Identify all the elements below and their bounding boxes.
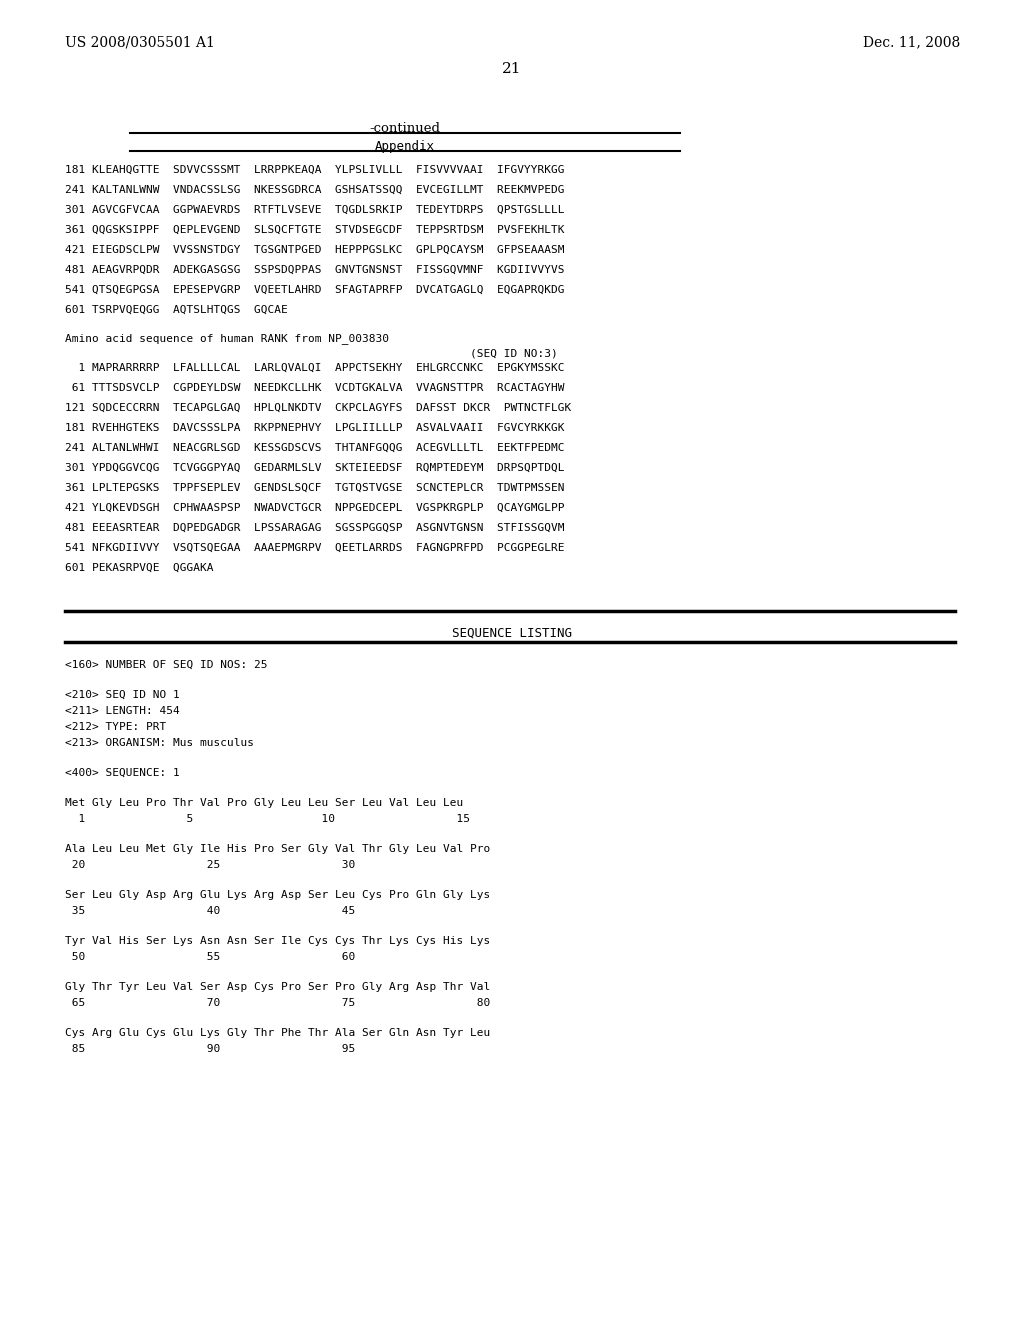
Text: 50                  55                  60: 50 55 60: [65, 952, 355, 962]
Text: 241 KALTANLWNW  VNDACSSLSG  NKESSGDRCA  GSHSATSSQQ  EVCEGILLMT  REEKMVPEDG: 241 KALTANLWNW VNDACSSLSG NKESSGDRCA GSH…: [65, 185, 564, 195]
Text: 1 MAPRARRRRP  LFALLLLCAL  LARLQVALQI  APPCTSEKHY  EHLGRCCNKC  EPGKYMSSKC: 1 MAPRARRRRP LFALLLLCAL LARLQVALQI APPCT…: [65, 363, 564, 374]
Text: 421 EIEGDSCLPW  VVSSNSTDGY  TGSGNTPGED  HEPPPGSLKC  GPLPQCAYSM  GFPSEAAASM: 421 EIEGDSCLPW VVSSNSTDGY TGSGNTPGED HEP…: [65, 246, 564, 255]
Text: <212> TYPE: PRT: <212> TYPE: PRT: [65, 722, 166, 733]
Text: Gly Thr Tyr Leu Val Ser Asp Cys Pro Ser Pro Gly Arg Asp Thr Val: Gly Thr Tyr Leu Val Ser Asp Cys Pro Ser …: [65, 982, 490, 993]
Text: 301 AGVCGFVCAA  GGPWAEVRDS  RTFTLVSEVE  TQGDLSRKIP  TEDEYTDRPS  QPSTGSLLLL: 301 AGVCGFVCAA GGPWAEVRDS RTFTLVSEVE TQG…: [65, 205, 564, 215]
Text: <160> NUMBER OF SEQ ID NOS: 25: <160> NUMBER OF SEQ ID NOS: 25: [65, 660, 267, 671]
Text: 601 TSRPVQEQGG  AQTSLHTQGS  GQCAE: 601 TSRPVQEQGG AQTSLHTQGS GQCAE: [65, 305, 288, 315]
Text: 20                  25                  30: 20 25 30: [65, 861, 355, 870]
Text: SEQUENCE LISTING: SEQUENCE LISTING: [452, 627, 572, 640]
Text: 361 QQGSKSIPPF  QEPLEVGEND  SLSQCFTGTE  STVDSEGCDF  TEPPSRTDSM  PVSFEKHLTK: 361 QQGSKSIPPF QEPLEVGEND SLSQCFTGTE STV…: [65, 224, 564, 235]
Text: 481 AEAGVRPQDR  ADEKGASGSG  SSPSDQPPAS  GNVTGNSNST  FISSGQVMNF  KGDIIVVYVS: 481 AEAGVRPQDR ADEKGASGSG SSPSDQPPAS GNV…: [65, 265, 564, 275]
Text: 35                  40                  45: 35 40 45: [65, 906, 355, 916]
Text: 601 PEKASRPVQE  QGGAKA: 601 PEKASRPVQE QGGAKA: [65, 564, 213, 573]
Text: 121 SQDCECCRRN  TECAPGLGAQ  HPLQLNKDTV  CKPCLAGYFS  DAFSST DKCR  PWTNCTFLGK: 121 SQDCECCRRN TECAPGLGAQ HPLQLNKDTV CKP…: [65, 403, 571, 413]
Text: 541 NFKGDIIVVY  VSQTSQEGAA  AAAEPMGRPV  QEETLARRDS  FAGNGPRFPD  PCGGPEGLRE: 541 NFKGDIIVVY VSQTSQEGAA AAAEPMGRPV QEE…: [65, 543, 564, 553]
Text: <400> SEQUENCE: 1: <400> SEQUENCE: 1: [65, 768, 180, 777]
Text: 361 LPLTEPGSKS  TPPFSEPLEV  GENDSLSQCF  TGTQSTVGSE  SCNCTEPLCR  TDWTPMSSEN: 361 LPLTEPGSKS TPPFSEPLEV GENDSLSQCF TGT…: [65, 483, 564, 492]
Text: Met Gly Leu Pro Thr Val Pro Gly Leu Leu Ser Leu Val Leu Leu: Met Gly Leu Pro Thr Val Pro Gly Leu Leu …: [65, 799, 463, 808]
Text: -continued: -continued: [370, 121, 440, 135]
Text: 181 KLEAHQGTTE  SDVVCSSSMT  LRRPPKEAQA  YLPSLIVLLL  FISVVVVAAI  IFGVYYRKGG: 181 KLEAHQGTTE SDVVCSSSMT LRRPPKEAQA YLP…: [65, 165, 564, 176]
Text: 241 ALTANLWHWI  NEACGRLSGD  KESSGDSCVS  THTANFGQQG  ACEGVLLLTL  EEKTFPEDMC: 241 ALTANLWHWI NEACGRLSGD KESSGDSCVS THT…: [65, 444, 564, 453]
Text: (SEQ ID NO:3): (SEQ ID NO:3): [65, 348, 558, 358]
Text: Cys Arg Glu Cys Glu Lys Gly Thr Phe Thr Ala Ser Gln Asn Tyr Leu: Cys Arg Glu Cys Glu Lys Gly Thr Phe Thr …: [65, 1028, 490, 1038]
Text: Dec. 11, 2008: Dec. 11, 2008: [863, 36, 961, 49]
Text: 541 QTSQEGPGSA  EPESEPVGRP  VQEETLAHRD  SFAGTAPRFP  DVCATGAGLQ  EQGAPRQKDG: 541 QTSQEGPGSA EPESEPVGRP VQEETLAHRD SFA…: [65, 285, 564, 294]
Text: Ser Leu Gly Asp Arg Glu Lys Arg Asp Ser Leu Cys Pro Gln Gly Lys: Ser Leu Gly Asp Arg Glu Lys Arg Asp Ser …: [65, 890, 490, 900]
Text: US 2008/0305501 A1: US 2008/0305501 A1: [65, 36, 215, 49]
Text: 1               5                   10                  15: 1 5 10 15: [65, 814, 470, 824]
Text: 301 YPDQGGVCQG  TCVGGGPYAQ  GEDARMLSLV  SKTEIEEDSF  RQMPTEDEYM  DRPSQPTDQL: 301 YPDQGGVCQG TCVGGGPYAQ GEDARMLSLV SKT…: [65, 463, 564, 473]
Text: 85                  90                  95: 85 90 95: [65, 1044, 355, 1053]
Text: Amino acid sequence of human RANK from NP_003830: Amino acid sequence of human RANK from N…: [65, 333, 389, 345]
Text: <210> SEQ ID NO 1: <210> SEQ ID NO 1: [65, 690, 180, 700]
Text: 421 YLQKEVDSGH  CPHWAASPSP  NWADVCTGCR  NPPGEDCEPL  VGSPKRGPLP  QCAYGMGLPP: 421 YLQKEVDSGH CPHWAASPSP NWADVCTGCR NPP…: [65, 503, 564, 513]
Text: 21: 21: [502, 62, 522, 77]
Text: <211> LENGTH: 454: <211> LENGTH: 454: [65, 706, 180, 715]
Text: 65                  70                  75                  80: 65 70 75 80: [65, 998, 490, 1008]
Text: Ala Leu Leu Met Gly Ile His Pro Ser Gly Val Thr Gly Leu Val Pro: Ala Leu Leu Met Gly Ile His Pro Ser Gly …: [65, 843, 490, 854]
Text: 61 TTTSDSVCLP  CGPDEYLDSW  NEEDKCLLHK  VCDTGKALVA  VVAGNSTTPR  RCACTAGYHW: 61 TTTSDSVCLP CGPDEYLDSW NEEDKCLLHK VCDT…: [65, 383, 564, 393]
Text: Appendix: Appendix: [375, 140, 435, 153]
Text: 481 EEEASRTEAR  DQPEDGADGR  LPSSARAGAG  SGSSPGGQSP  ASGNVTGNSN  STFISSGQVM: 481 EEEASRTEAR DQPEDGADGR LPSSARAGAG SGS…: [65, 523, 564, 533]
Text: 181 RVEHHGTEKS  DAVCSSSLPA  RKPPNEPHVY  LPGLIILLLP  ASVALVAAII  FGVCYRKKGK: 181 RVEHHGTEKS DAVCSSSLPA RKPPNEPHVY LPG…: [65, 422, 564, 433]
Text: Tyr Val His Ser Lys Asn Asn Ser Ile Cys Cys Thr Lys Cys His Lys: Tyr Val His Ser Lys Asn Asn Ser Ile Cys …: [65, 936, 490, 946]
Text: <213> ORGANISM: Mus musculus: <213> ORGANISM: Mus musculus: [65, 738, 254, 748]
